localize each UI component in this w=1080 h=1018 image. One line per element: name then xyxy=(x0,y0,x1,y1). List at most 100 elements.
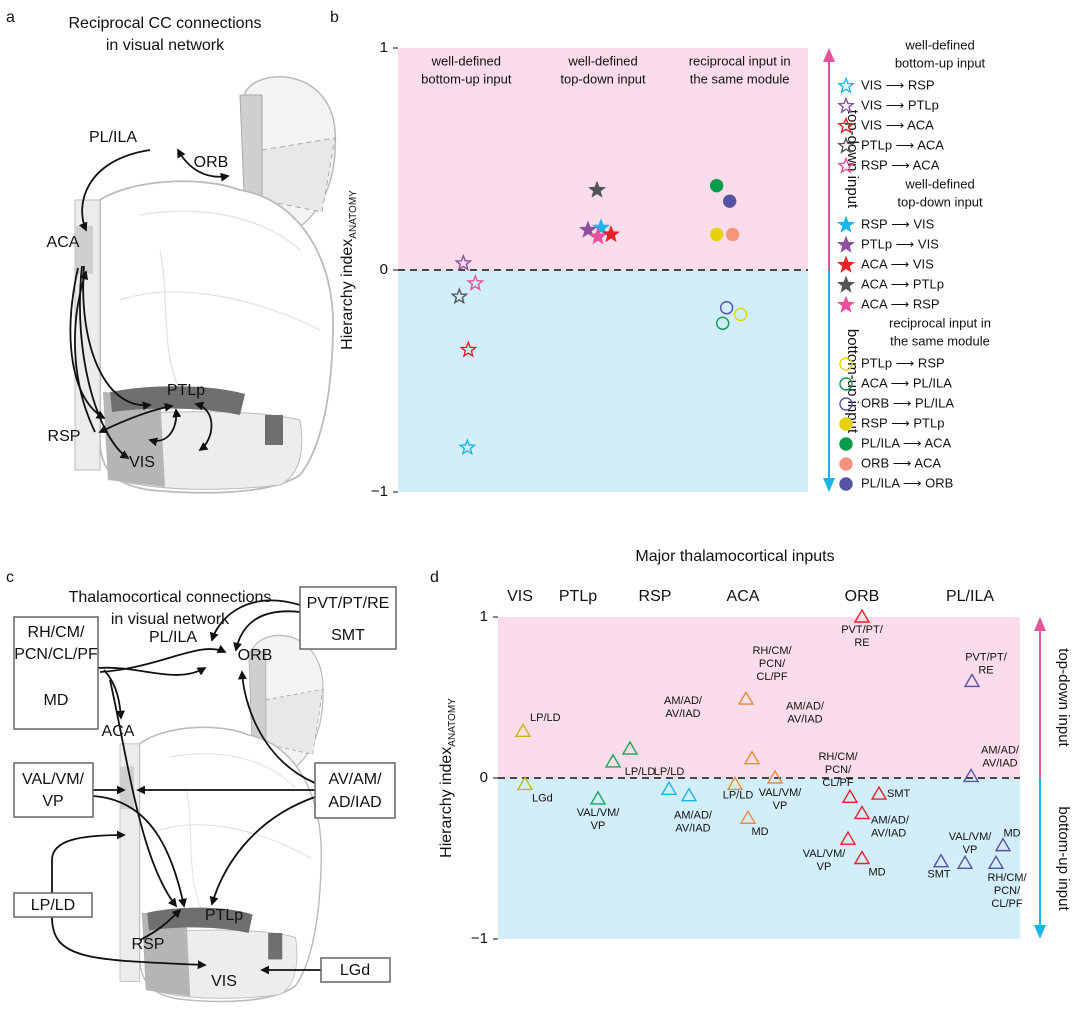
panel-label: a xyxy=(6,9,15,26)
group-header: top-down input xyxy=(560,71,646,86)
point-label: AV/IAD xyxy=(871,827,906,839)
data-point xyxy=(743,750,761,765)
data-point xyxy=(588,180,606,198)
diagram-title: in visual network xyxy=(111,611,230,628)
point-label: CL/PF xyxy=(991,898,1022,910)
legend-marker xyxy=(839,357,853,371)
data-point xyxy=(853,608,871,623)
point-label: LGd xyxy=(532,792,553,804)
region-label: PL/ILA xyxy=(89,129,137,146)
box-text: SMT xyxy=(331,627,365,644)
data-point xyxy=(963,673,981,688)
legend-marker xyxy=(837,235,855,253)
data-point xyxy=(839,830,857,845)
nucleus-box xyxy=(314,762,396,819)
y-tick-label: 0 xyxy=(480,769,488,786)
data-point xyxy=(589,227,607,245)
data-point xyxy=(602,225,620,243)
legend-label: ACA ⟶ PTLp xyxy=(861,276,944,291)
point-label: LP/LD xyxy=(654,766,685,778)
legend-marker xyxy=(837,275,855,293)
legend-marker xyxy=(837,255,855,273)
data-point xyxy=(579,220,597,238)
legend-marker xyxy=(839,477,853,491)
data-point xyxy=(709,178,724,193)
data-point xyxy=(726,776,744,791)
point-label: AV/IAD xyxy=(675,823,710,835)
legend-marker xyxy=(837,96,855,114)
point-label: MD xyxy=(868,866,885,878)
point-label: PVT/PT/ xyxy=(841,624,884,636)
point-label: AV/IAD xyxy=(665,708,700,720)
y-tick-label: 0 xyxy=(380,261,388,278)
legend-label: RSP ⟶ VIS xyxy=(861,216,935,231)
point-label: CL/PF xyxy=(822,777,853,789)
legend-label: VIS ⟶ RSP xyxy=(861,77,935,92)
data-point xyxy=(592,218,610,236)
point-label: VP xyxy=(817,861,832,873)
legend-heading: bottom-up input xyxy=(895,55,986,70)
region-label: ORB xyxy=(238,647,273,664)
point-label: RH/CM/ xyxy=(818,751,858,763)
region-label: RSP xyxy=(48,428,81,445)
data-point xyxy=(454,253,473,272)
legend-label: PL/ILA ⟶ ORB xyxy=(861,475,953,490)
data-point xyxy=(841,788,859,804)
data-point xyxy=(725,227,740,242)
point-label: MD xyxy=(751,826,768,838)
point-label: PVT/PT/ xyxy=(965,651,1008,663)
panel-label: c xyxy=(6,569,14,586)
point-label: AM/AD/ xyxy=(674,810,713,822)
box-text: AD/IAD xyxy=(328,794,381,811)
data-point xyxy=(962,768,980,783)
category-header: ORB xyxy=(845,588,880,605)
data-point xyxy=(516,776,534,791)
point-label: SMT xyxy=(927,869,951,881)
point-label: VAL/VM/ xyxy=(759,787,803,799)
data-point xyxy=(987,854,1005,870)
point-label: PCN/ xyxy=(994,885,1021,897)
region-label: PL/ILA xyxy=(149,629,197,646)
direction-label: top-down input xyxy=(1055,648,1072,747)
data-point xyxy=(737,690,755,705)
group-header: well-defined xyxy=(567,53,637,68)
y-axis-label: Hierarchy indexANATOMY xyxy=(438,698,457,858)
legend-marker xyxy=(837,156,855,174)
point-label: VAL/VM/ xyxy=(577,807,621,819)
group-header: well-defined xyxy=(431,53,501,68)
point-label: AM/AD/ xyxy=(664,695,703,707)
diagram-title: in visual network xyxy=(106,37,225,54)
legend-marker xyxy=(837,136,855,154)
diagram-title: Reciprocal CC connections xyxy=(69,15,262,32)
region-background xyxy=(498,617,1020,778)
legend-label: PTLp ⟶ VIS xyxy=(861,236,939,251)
legend-label: ACA ⟶ VIS xyxy=(861,256,934,271)
category-header: PL/ILA xyxy=(946,588,994,605)
data-point xyxy=(853,805,871,820)
region-label: VIS xyxy=(129,454,155,471)
category-header: RSP xyxy=(639,588,672,605)
legend-marker xyxy=(839,417,853,431)
legend-label: ORB ⟶ PL/ILA xyxy=(861,395,954,410)
box-text: PVT/PT/RE xyxy=(307,595,390,612)
region-label: ACA xyxy=(47,234,80,251)
data-point xyxy=(715,316,730,330)
legend-heading: top-down input xyxy=(897,194,983,209)
legend-label: RSP ⟶ PTLp xyxy=(861,415,944,430)
direction-arrowhead xyxy=(1034,617,1046,631)
region-label: VIS xyxy=(211,973,237,990)
data-point xyxy=(514,722,532,738)
legend-heading: well-defined xyxy=(904,37,974,52)
nucleus-box xyxy=(320,957,391,983)
data-point xyxy=(956,854,974,870)
region-background xyxy=(398,270,808,492)
legend-label: ACA ⟶ PL/ILA xyxy=(861,375,952,390)
data-point xyxy=(733,307,748,322)
box-text: LP/LD xyxy=(31,897,75,914)
direction-label: bottom-up input xyxy=(844,329,861,434)
point-label: RH/CM/ xyxy=(987,872,1027,884)
category-header: ACA xyxy=(727,588,760,605)
direction-arrowhead xyxy=(823,48,835,62)
region-label: PTLp xyxy=(205,907,243,924)
